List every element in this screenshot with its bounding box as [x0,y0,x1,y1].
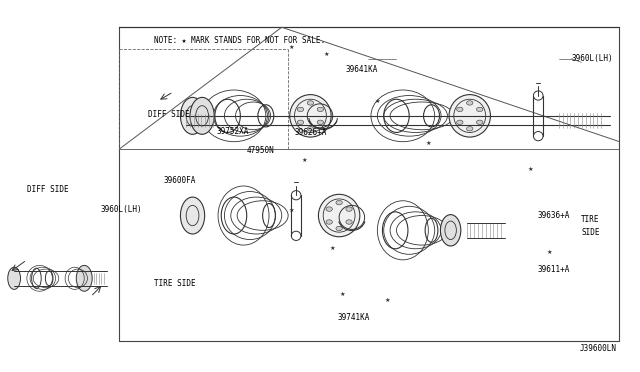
Ellipse shape [346,220,352,224]
Text: ★: ★ [339,292,345,298]
Text: 3960L(LH): 3960L(LH) [100,205,142,215]
Text: ★: ★ [527,167,533,172]
Text: 39752XA: 39752XA [217,127,249,136]
Text: ★: ★ [324,52,329,57]
Ellipse shape [76,265,92,291]
Ellipse shape [180,197,205,234]
Text: ★: ★ [301,158,307,163]
Ellipse shape [326,207,332,211]
Ellipse shape [307,126,314,131]
Ellipse shape [449,94,490,137]
Ellipse shape [290,94,331,137]
Text: ★: ★ [374,99,380,103]
Text: DIFF SIDE: DIFF SIDE [27,185,68,194]
Ellipse shape [319,194,360,237]
Text: J39600LN: J39600LN [579,344,616,353]
Ellipse shape [467,101,473,105]
Ellipse shape [8,267,20,289]
Text: 3960L(LH): 3960L(LH) [572,54,613,63]
Ellipse shape [317,120,324,125]
Ellipse shape [298,120,304,125]
Text: ★: ★ [289,208,294,212]
Ellipse shape [456,120,463,125]
Ellipse shape [467,126,473,131]
Text: ★: ★ [384,298,390,303]
Text: 39636+A: 39636+A [538,211,570,220]
Ellipse shape [346,207,352,211]
Text: TIRE: TIRE [581,215,600,224]
Text: 39600FA: 39600FA [164,176,196,185]
Text: 39626+A: 39626+A [294,128,327,137]
Text: 39611+A: 39611+A [538,264,570,273]
Ellipse shape [456,107,463,112]
Ellipse shape [477,120,483,125]
Ellipse shape [336,226,342,231]
Text: ★: ★ [289,45,294,50]
Text: 47950N: 47950N [246,147,275,155]
Ellipse shape [298,107,304,112]
Text: SIDE: SIDE [581,228,600,237]
Ellipse shape [180,97,205,134]
Text: DIFF SIDE: DIFF SIDE [148,109,189,119]
Ellipse shape [190,97,214,134]
Text: NOTE: ★ MARK STANDS FOR NOT FOR SALE.: NOTE: ★ MARK STANDS FOR NOT FOR SALE. [154,36,326,45]
Ellipse shape [477,107,483,112]
Ellipse shape [317,107,324,112]
Text: ★: ★ [330,246,335,251]
Text: 39641KA: 39641KA [346,65,378,74]
Ellipse shape [326,220,332,224]
Ellipse shape [307,101,314,105]
Text: 39741KA: 39741KA [338,313,370,322]
Ellipse shape [336,201,342,205]
Text: ★: ★ [547,250,552,255]
Ellipse shape [440,215,461,246]
Text: ★: ★ [426,141,431,146]
Text: TIRE SIDE: TIRE SIDE [154,279,196,288]
